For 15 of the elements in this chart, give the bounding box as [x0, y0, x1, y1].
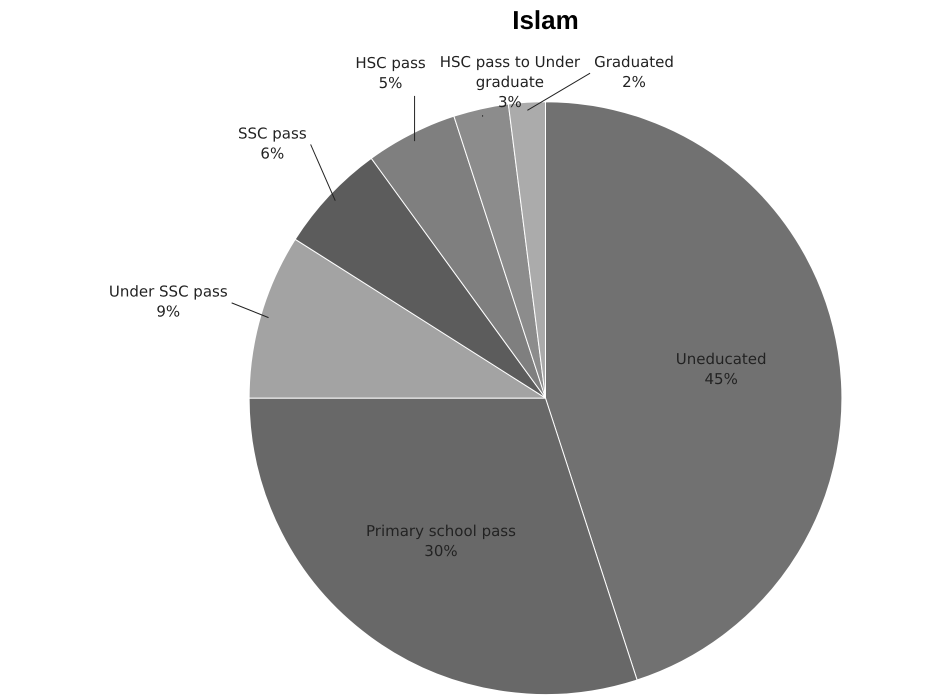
data-label: 3%: [498, 93, 522, 112]
data-label: 9%: [156, 302, 180, 321]
chart-title: Islam: [512, 4, 579, 35]
slice-label: HSC pass to Under graduate: [440, 53, 581, 92]
slice-label: Graduated: [594, 53, 674, 72]
slice-label: SSC pass: [238, 124, 307, 142]
data-label: 5%: [378, 74, 402, 92]
data-label: 45%: [704, 370, 738, 388]
data-label: 2%: [622, 73, 646, 92]
data-label: 6%: [260, 144, 284, 162]
slice-label: HSC pass: [355, 54, 426, 72]
slice-label: Under SSC pass: [108, 282, 228, 301]
data-label: 30%: [424, 542, 458, 560]
slice-label: Primary school pass: [366, 522, 516, 540]
slice-label: Uneducated: [676, 350, 767, 368]
